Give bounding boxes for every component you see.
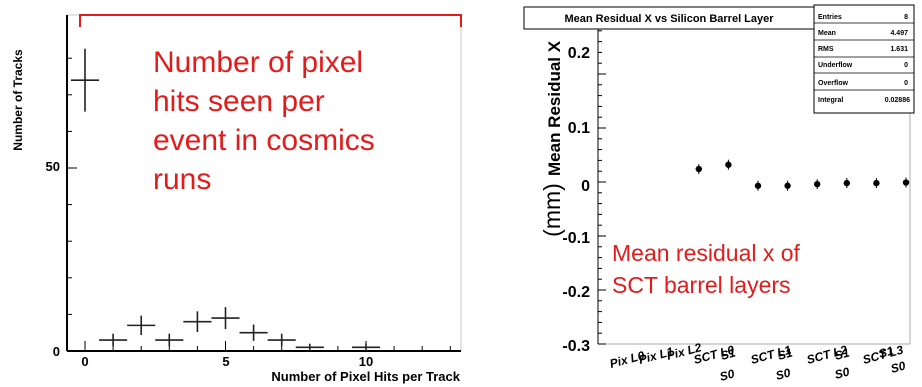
right-point-marker [843,179,850,187]
right-x-tick-label: S1 [719,345,737,362]
stats-value-underflow: 0 [904,62,908,69]
right-data-point [784,180,791,191]
right-y-tick-label: -0.3 [562,338,590,355]
right-data-points [695,159,910,191]
left-data-point [183,311,212,333]
right-chart-title: Mean Residual X vs Silicon Barrel Layer [564,13,774,25]
left-data-point [99,333,128,347]
stats-label-overflow: Overflow [818,80,849,87]
stats-label-entries: Entries [818,14,842,21]
right-point-marker [902,179,910,186]
right-annotation: Mean residual x of SCT barrel layers [612,240,806,298]
left-annotation-line: hits seen per [153,85,325,118]
right-x-tick-label: S1 [776,345,794,362]
right-point-marker [695,165,702,173]
right-data-point [843,178,850,189]
right-y-axis-unit: (mm) [539,183,565,237]
right-y-tick-label: -0.2 [562,284,590,301]
stats-value-rms: 1.631 [890,46,908,53]
right-x-tick-label: S0 [718,366,736,383]
right-data-point [725,159,732,170]
stats-label-rms: RMS [818,46,834,53]
left-data-point [211,307,240,330]
left-data-point [295,343,324,351]
left-axes [66,15,461,352]
right-x-tick-labels: Pix L0 Pix L1 Pix L2 SCT L0 S1 SCT L1 S1… [608,340,907,384]
left-annotation-line: Number of pixel [153,46,363,79]
stats-value-mean: 4.497 [890,30,908,37]
right-y-tick-label: 0 [581,178,590,195]
left-x-axis-label: Number of Pixel Hits per Track [271,369,460,384]
stats-label-underflow: Underflow [818,62,853,69]
left-y-tick-label: 0 [53,344,60,359]
left-data-point [267,333,296,347]
left-plot-frame [66,14,462,352]
stats-box: Entries 8 Mean 4.497 RMS 1.631 Underflow… [813,4,915,114]
stats-label-integral: Integral [818,97,843,104]
left-data-point [127,315,156,336]
left-data-points [70,48,381,351]
right-data-point [754,180,762,191]
right-x-tick-label: S1 [877,343,895,360]
right-chart: 0.2 0.1 0 -0.1 -0.2 -0.3 Mean Residual X… [523,4,915,384]
left-data-point [351,343,381,351]
right-point-marker [725,161,732,168]
right-y-axis-label: Mean Residual X [545,40,564,176]
right-data-point [814,179,821,190]
right-y-tick-label: 0.1 [568,120,590,137]
left-histogram-outline [79,14,462,27]
right-data-point [873,178,880,189]
right-y-tick-label: 0.2 [568,45,590,62]
left-annotation-line: event in cosmics [153,124,375,157]
right-x-tick-label: S0 [889,358,907,375]
right-point-marker [814,180,821,188]
left-x-tick-label: 0 [81,354,88,369]
right-data-point [695,164,702,175]
right-point-marker [873,179,880,187]
stats-value-overflow: 0 [904,80,908,87]
left-data-point [155,333,184,347]
left-annotation-line: runs [153,163,211,196]
right-annotation-line: SCT barrel layers [612,272,791,298]
stats-value-entries: 8 [904,14,908,21]
stats-value-integral: 0.02886 [885,97,910,104]
right-annotation-line: Mean residual x of [612,240,801,266]
stats-label-mean: Mean [818,30,836,37]
left-data-point [70,48,100,112]
right-x-tick-label: S0 [774,365,792,382]
right-point-marker [754,182,762,189]
right-x-tick-label: S0 [833,364,851,381]
right-data-point [902,177,910,188]
left-x-tick-label: 10 [359,354,373,369]
right-x-tick-label: S1 [833,345,851,362]
left-annotation: Number of pixel hits seen per event in c… [153,46,383,196]
left-y-tick-label: 50 [46,159,60,174]
right-point-marker [784,182,791,189]
left-y-axis-label: Number of Tracks [11,49,25,151]
right-y-tick-label: -0.1 [562,230,590,247]
left-data-point [239,324,268,341]
left-chart: 50 0 0 5 10 Number of Pixel Hits per Tra… [11,14,462,384]
left-x-tick-label: 5 [222,354,229,369]
